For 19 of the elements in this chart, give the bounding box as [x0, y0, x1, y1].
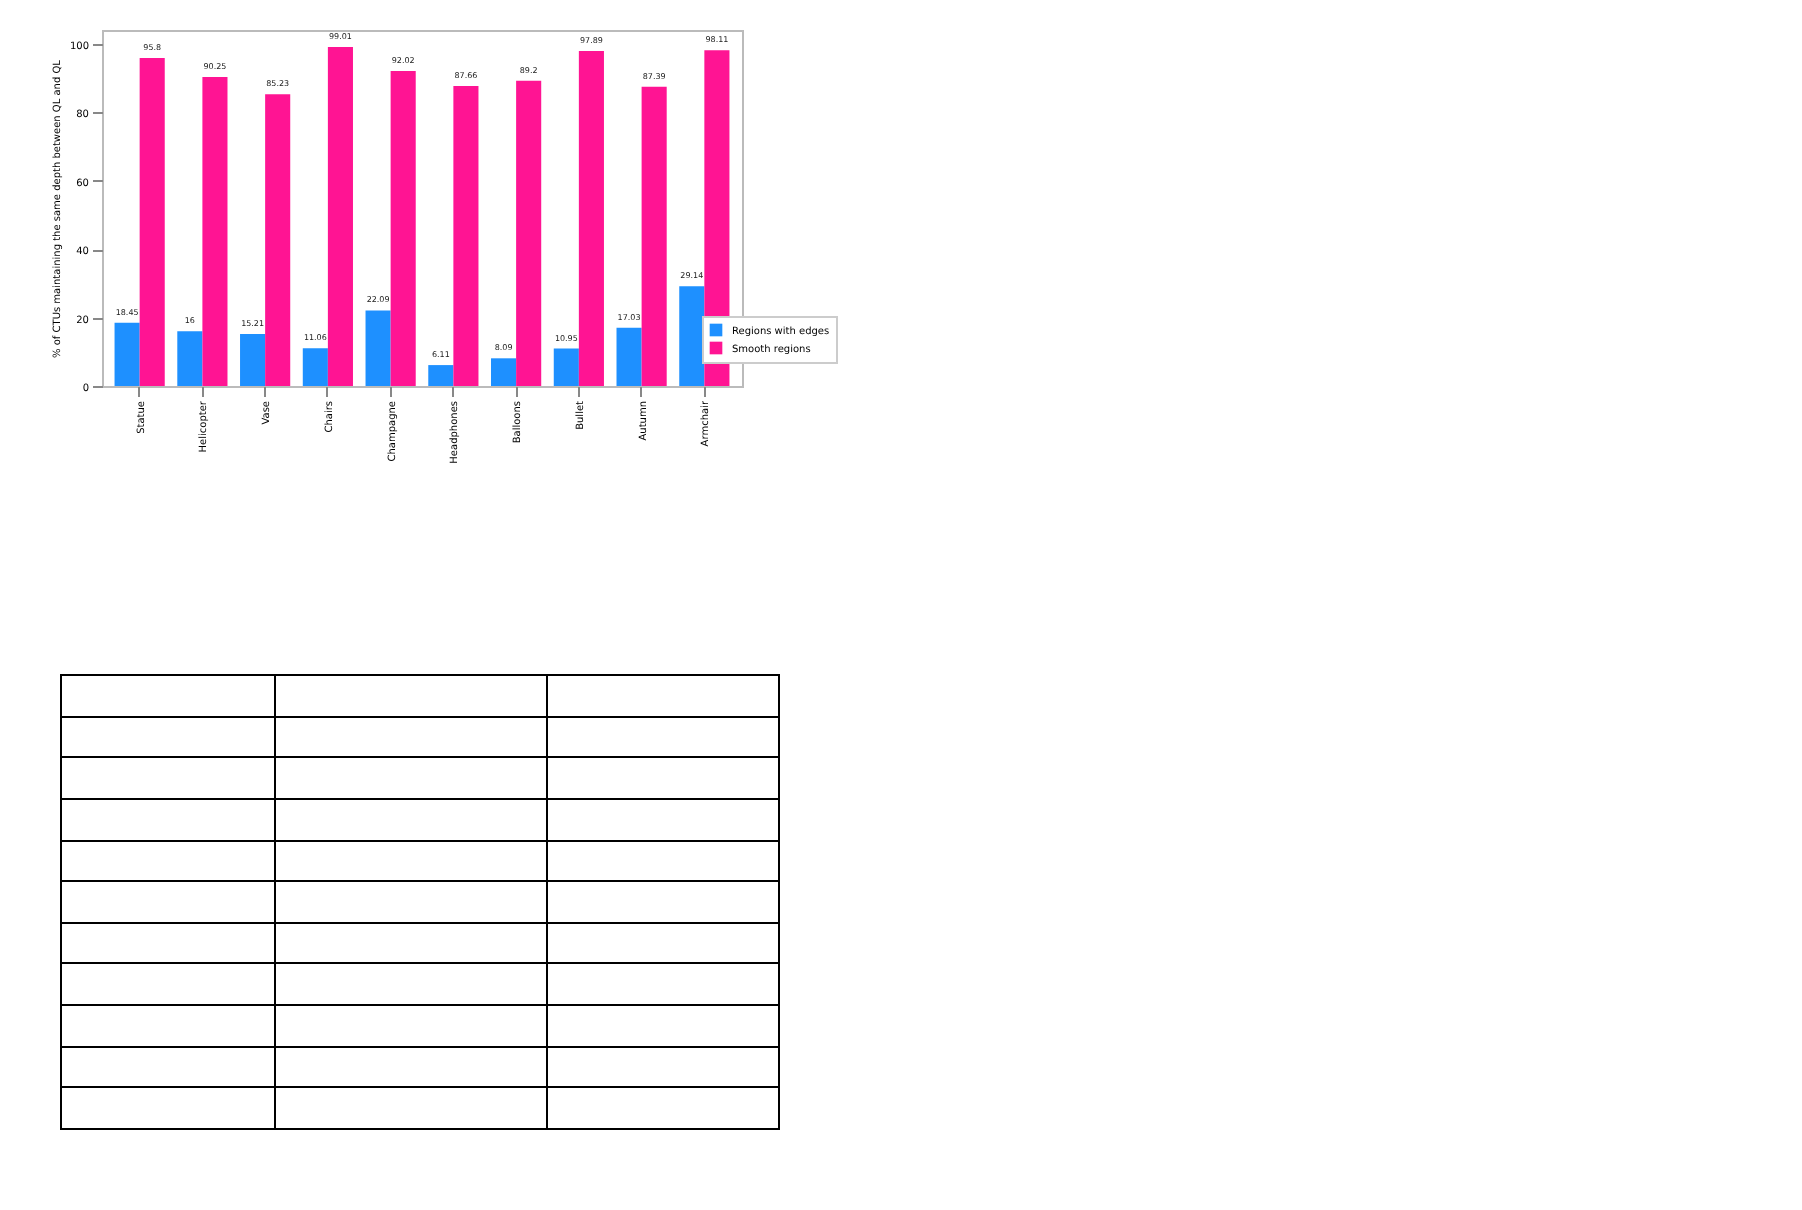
- bar: [365, 310, 391, 386]
- bar: [240, 333, 266, 386]
- bar: [327, 47, 353, 386]
- bar: [202, 77, 228, 386]
- bar: [390, 71, 416, 386]
- bar: [679, 286, 705, 386]
- bar: [302, 348, 328, 386]
- bar: [616, 327, 642, 386]
- bar: [428, 365, 454, 386]
- bar: [114, 322, 140, 386]
- bar: [578, 50, 604, 386]
- bar: [553, 348, 579, 386]
- bar: [177, 331, 203, 386]
- bar: [641, 86, 667, 386]
- bar: [265, 94, 291, 386]
- bar: [139, 58, 165, 386]
- bar: [453, 85, 479, 386]
- bar: [491, 358, 517, 386]
- bar: [516, 80, 542, 386]
